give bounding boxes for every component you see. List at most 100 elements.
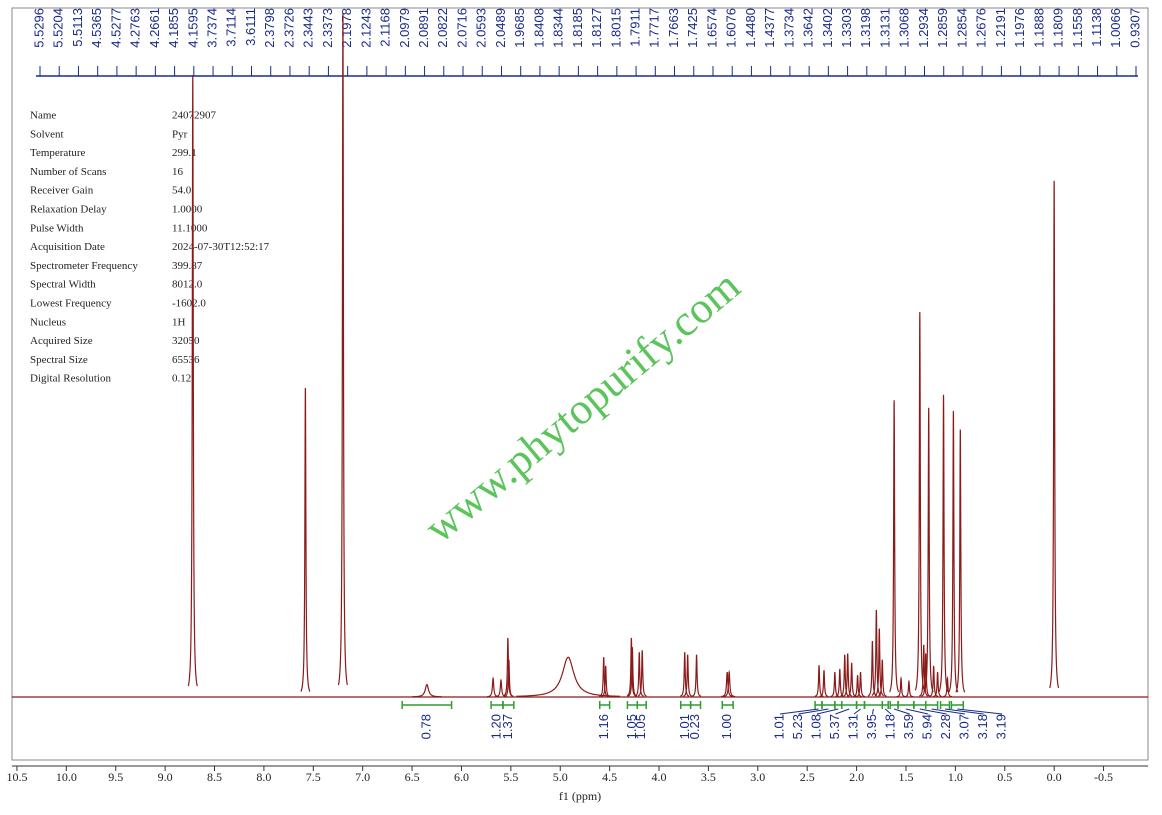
peak-label: 1.8408 (531, 8, 546, 48)
peak (300, 387, 311, 692)
param-name: Number of Scans (30, 166, 106, 178)
integral-bracket (939, 701, 951, 709)
integral-label: 1.18 (882, 714, 897, 739)
integral-label: 3.18 (975, 714, 990, 739)
integral-label: 3.19 (993, 714, 1008, 739)
peak-label: 4.5365 (89, 8, 104, 48)
peak (634, 652, 644, 697)
integral-label: 0.78 (418, 714, 433, 739)
integral-bracket (490, 701, 504, 709)
integral-bracket (502, 701, 515, 709)
integral-label: 1.05 (624, 714, 639, 739)
integral-bracket (721, 701, 734, 709)
x-tick-label: 2.0 (849, 770, 864, 784)
param-name: Nucleus (30, 316, 66, 328)
peak-label: 4.2763 (128, 8, 143, 48)
peak-label: 1.7717 (647, 8, 662, 48)
peak-label: 1.8127 (589, 8, 604, 48)
param-value: 65536 (172, 354, 200, 366)
integral-label: 3.95 (864, 714, 879, 739)
peak (948, 410, 959, 693)
peak (929, 665, 939, 698)
param-value: 8012.0 (172, 279, 203, 291)
param-value: 2024-07-30T12:52:17 (172, 241, 270, 253)
peak-label: 2.1978 (339, 8, 354, 48)
integral-bracket (863, 701, 884, 709)
peak-label: 2.0822 (435, 8, 450, 48)
x-tick-label: 2.5 (800, 770, 815, 784)
peak-label: 5.5204 (51, 8, 66, 48)
integral-label: 1.16 (596, 714, 611, 739)
param-name: Spectral Width (30, 279, 96, 291)
param-value: 0.12 (172, 373, 191, 385)
integral-label: 1.01 (771, 714, 786, 739)
peak (835, 668, 845, 698)
peak-label: 2.3443 (301, 8, 316, 48)
peak (871, 609, 882, 696)
peak-label: 1.7425 (685, 8, 700, 48)
integral-label: 1.08 (808, 714, 823, 739)
integral-bracket (626, 701, 639, 709)
peak-label: 2.3373 (320, 8, 335, 48)
integral-connector (872, 708, 874, 715)
peak-label: 2.0489 (493, 8, 508, 48)
peak (877, 659, 887, 697)
peak (723, 669, 736, 698)
peak (819, 670, 829, 698)
peak-label: 5.5113 (70, 8, 85, 47)
peak-label: 2.0716 (454, 8, 469, 48)
integral-bracket (689, 701, 702, 709)
integral-bracket (889, 701, 899, 709)
peak (923, 407, 934, 693)
integral-connector (919, 708, 947, 715)
peak (855, 671, 866, 698)
peak-label: 4.5277 (108, 8, 123, 48)
integral-bracket (401, 701, 453, 709)
peak (637, 650, 647, 697)
peak (853, 675, 863, 698)
param-value: 1.0000 (172, 204, 203, 216)
peak-label: 1.2676 (974, 8, 989, 48)
param-value: 11.1000 (172, 222, 208, 234)
integral-label: 0.23 (687, 714, 702, 739)
peak-label: 4.1855 (166, 8, 181, 48)
peak-label: 1.6076 (724, 8, 739, 48)
integral-bracket (834, 701, 843, 709)
peak-label: 3.7374 (204, 8, 219, 48)
peak (955, 429, 966, 693)
peak-label: 1.1888 (1031, 8, 1046, 48)
peak (830, 672, 840, 698)
param-name: Acquisition Date (30, 241, 105, 253)
x-tick-label: 1.5 (898, 770, 913, 784)
watermark: www.phytopurify.com (415, 261, 749, 553)
x-axis-label: f1 (ppm) (559, 789, 601, 803)
param-value: 24072907 (172, 110, 217, 122)
peak-label: 1.1138 (1089, 8, 1104, 47)
x-tick-label: 4.0 (652, 770, 667, 784)
integral-bracket (680, 701, 692, 709)
peak (896, 675, 906, 698)
integral-connector (893, 708, 910, 715)
integral-connector (798, 708, 829, 715)
peak-label: 1.2934 (916, 8, 931, 48)
integral-connector (884, 708, 892, 715)
peak-label: 1.7911 (628, 8, 643, 47)
param-value: 32050 (172, 335, 200, 347)
integral-label: 1.00 (719, 714, 734, 739)
peak-label: 1.3734 (781, 8, 796, 48)
peak-label: 2.0979 (397, 8, 412, 48)
param-name: Spectral Size (30, 354, 88, 366)
peak (921, 653, 931, 697)
integral-connector (835, 708, 850, 715)
x-tick-label: 6.0 (454, 770, 469, 784)
peak (601, 665, 611, 698)
integral-connector (816, 708, 839, 715)
integral-label: 1.37 (500, 714, 515, 739)
peak (840, 654, 850, 697)
peak-label: 1.3402 (820, 8, 835, 48)
peak-label: 2.3798 (262, 8, 277, 48)
x-tick-label: 9.0 (158, 770, 173, 784)
integral-connector (853, 708, 861, 715)
param-name: Pulse Width (30, 222, 84, 234)
